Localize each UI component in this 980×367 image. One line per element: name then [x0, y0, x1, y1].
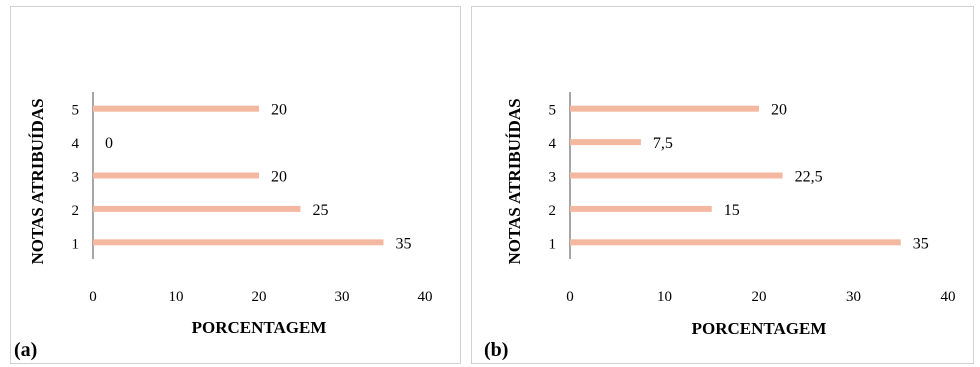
x-tick-label: 30	[335, 289, 350, 305]
bar	[570, 172, 783, 179]
x-tick-label: 20	[252, 289, 267, 305]
y-tick-label: 2	[72, 203, 80, 219]
x-tick-label: 40	[941, 289, 956, 305]
x-tick-label: 0	[89, 289, 97, 305]
bar	[93, 172, 259, 179]
data-label: 35	[396, 235, 412, 252]
x-tick-label: 20	[752, 289, 767, 305]
bar	[93, 105, 259, 112]
y-tick-label: 1	[72, 236, 80, 252]
data-label: 35	[913, 235, 929, 252]
bar	[570, 139, 641, 146]
y-tick-label: 3	[549, 170, 557, 186]
x-axis-title: PORCENTAGEM	[192, 318, 327, 337]
y-tick-label: 3	[72, 170, 80, 186]
y-tick-label: 5	[549, 103, 557, 119]
x-axis-title: PORCENTAGEM	[692, 319, 827, 338]
data-label: 20	[271, 169, 287, 186]
bar	[570, 105, 759, 112]
data-label: 20	[271, 102, 287, 119]
bar	[570, 239, 901, 246]
y-tick-label: 4	[72, 136, 80, 152]
bar	[93, 239, 384, 246]
y-tick-label: 2	[549, 203, 557, 219]
bar	[93, 205, 301, 212]
panel-label-b: (b)	[484, 339, 509, 361]
y-axis-title: NOTAS ATRIBUÍDAS	[28, 98, 47, 264]
data-label: 22,5	[795, 169, 823, 186]
panel-label-a: (a)	[14, 339, 38, 361]
x-tick-label: 10	[169, 289, 184, 305]
x-tick-label: 0	[566, 289, 574, 305]
data-label: 20	[771, 102, 787, 119]
x-tick-label: 10	[657, 289, 672, 305]
x-tick-label: 40	[418, 289, 433, 305]
y-tick-label: 5	[72, 103, 80, 119]
bar-chart-b: 1 35 2 15 3 22,5 4 7,5 5 20 0 10 20 30 40 PORCENTAGEM NO…	[505, 92, 956, 338]
data-label: 25	[313, 202, 329, 219]
data-label: 15	[724, 202, 740, 219]
bar	[570, 205, 712, 212]
data-label: 7,5	[653, 135, 673, 152]
y-axis-title: NOTAS ATRIBUÍDAS	[505, 98, 524, 264]
y-tick-label: 4	[549, 136, 557, 152]
data-label: 0	[105, 135, 113, 152]
y-tick-label: 1	[549, 236, 557, 252]
x-tick-label: 30	[846, 289, 861, 305]
bar-chart-a: 1 352 253 204 05 200 10 20 30 40PORCENTAGEMNOTAS …	[28, 92, 433, 337]
chart-panel-a: 1 35 2 25 3 20 4 0 5 20 0 10 20 30 40 PORCENTAGEM NOTAS …	[10, 6, 461, 364]
chart-panel-b: 1 35 2 15 3 22,5 4 7,5 5 20 0 10 20 30 40 PORCENTAGEM NO…	[471, 6, 974, 364]
